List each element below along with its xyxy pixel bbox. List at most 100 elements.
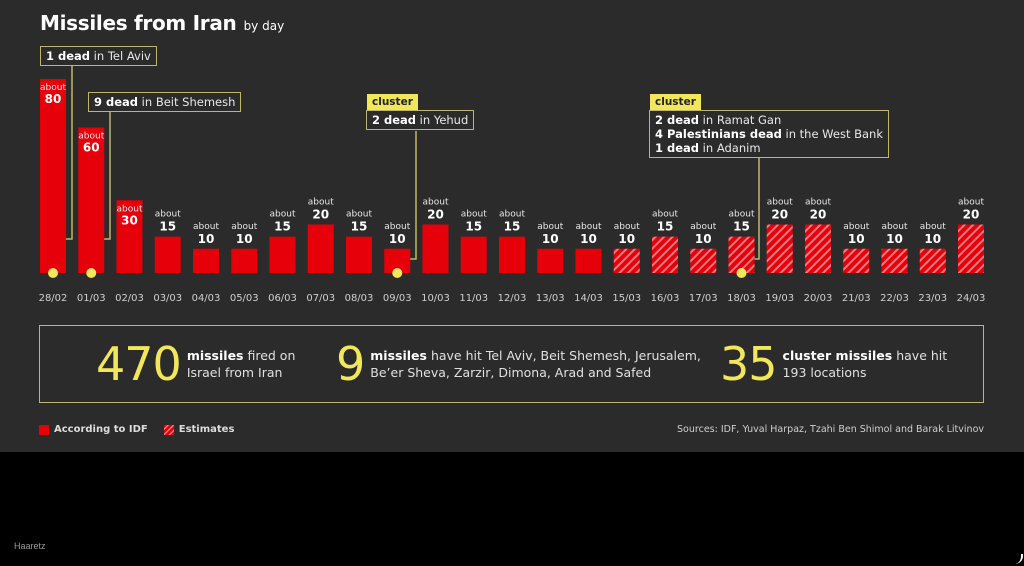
x-tick-label: 22/03	[880, 293, 909, 304]
bar-08-03	[346, 236, 372, 273]
bar-label-about: about	[920, 222, 946, 232]
bar-label-value: 20	[810, 208, 827, 222]
bar-12-03	[499, 236, 525, 273]
bar-24-03	[958, 224, 984, 273]
bar-label-value: 20	[963, 208, 980, 222]
legend-swatch-hatched	[163, 424, 174, 435]
cluster-tag: cluster	[367, 94, 418, 110]
stat-hits: 9 missiles have hit Tel Aviv, Beit Sheme…	[336, 326, 701, 401]
x-tick-label: 10/03	[421, 293, 450, 304]
stat-cluster: 35 cluster missiles have hit 193 location…	[720, 326, 947, 401]
annotation-beit-shemesh: 9 dead in Beit Shemesh	[88, 92, 242, 112]
stats-box: 470 missiles fired on Israel from Iran 9 …	[39, 325, 984, 403]
stat-line1: have hit Tel Aviv, Beit Shemesh, Jerusal…	[426, 347, 701, 363]
legend-label: Estimates	[178, 424, 235, 435]
bar-01-03	[78, 127, 105, 273]
bar-label-about: about	[423, 198, 449, 208]
stat-bold: cluster missiles	[782, 347, 893, 363]
bar-07-03	[307, 224, 334, 273]
bar-label-value: 10	[695, 232, 712, 246]
bar-chart: about8028/02about6001/03about3002/03abou…	[39, 65, 985, 304]
stat-number: 470	[96, 336, 182, 391]
annotation-line: 4 Palestinians dead in the West Bank	[655, 127, 883, 141]
bar-label-about: about	[155, 210, 181, 220]
bar-label-about: about	[690, 222, 716, 232]
x-tick-label: 06/03	[268, 293, 297, 304]
annotation-dot	[392, 268, 403, 278]
x-tick-label: 01/03	[77, 293, 106, 304]
bar-label-value: 15	[351, 220, 368, 234]
chart-title: Missiles from Iran by day	[40, 11, 284, 35]
annotation-dot	[86, 268, 97, 278]
annotation-text: in Ramat Gan	[699, 113, 782, 127]
bar-18-03	[728, 236, 755, 273]
bar-label-value: 15	[733, 220, 750, 234]
x-tick-label: 04/03	[192, 293, 221, 304]
bar-label-about: about	[346, 210, 372, 220]
bar-14-03	[575, 248, 602, 273]
bar-label-about: about	[958, 198, 984, 208]
bar-16-03	[652, 236, 678, 273]
bar-label-about: about	[117, 204, 143, 214]
corner-glyph	[1015, 554, 1023, 564]
bar-label-about: about	[270, 210, 296, 220]
bar-label-about: about	[652, 210, 678, 220]
stat-number: 35	[720, 336, 778, 391]
x-tick-label: 20/03	[804, 293, 833, 304]
bar-label-about: about	[308, 198, 334, 208]
annotation-bold: 1 dead	[46, 49, 91, 63]
annotation-yehud: 2 dead in Yehud	[366, 110, 475, 130]
bar-label-about: about	[805, 198, 831, 208]
annotation-dots	[48, 268, 747, 278]
x-tick-label: 07/03	[306, 293, 335, 304]
bar-label-value: 20	[312, 208, 329, 222]
bar-label-about: about	[384, 222, 410, 232]
bar-label-value: 10	[198, 232, 215, 246]
cluster-tag: cluster	[650, 94, 701, 110]
bar-21-03	[843, 248, 870, 273]
annotation-ramat-gan: 2 dead in Ramat Gan 4 Palestinians dead …	[649, 110, 889, 158]
bar-06-03	[269, 236, 296, 273]
x-tick-label: 08/03	[345, 293, 374, 304]
annotation-bold: 9 dead	[94, 95, 139, 109]
bar-label-value: 10	[618, 232, 635, 246]
bar-11-03	[460, 236, 487, 273]
bar-label-value: 15	[274, 220, 291, 234]
legend-label: According to IDF	[54, 424, 148, 435]
bar-label-about: about	[843, 222, 869, 232]
bar-label-about: about	[231, 222, 257, 232]
bar-label-value: 10	[542, 232, 559, 246]
bar-label-value: 10	[236, 232, 253, 246]
bar-label-value: 60	[83, 141, 100, 155]
annotation-text: in Beit Shemesh	[138, 95, 236, 109]
bar-15-03	[613, 248, 640, 273]
bar-22-03	[881, 248, 908, 273]
bar-label-value: 15	[159, 220, 176, 234]
bar-label-about: about	[729, 210, 755, 220]
x-tick-label: 19/03	[765, 293, 794, 304]
stat-text: cluster missiles have hit 193 locations	[783, 347, 948, 381]
bar-label-value: 80	[45, 92, 62, 106]
bar-label-value: 10	[389, 232, 406, 246]
bar-label-about: about	[614, 222, 640, 232]
bar-03-03	[154, 236, 181, 273]
title-sub: by day	[243, 19, 285, 33]
bar-label-value: 15	[657, 220, 674, 234]
x-tick-label: 09/03	[383, 293, 412, 304]
x-tick-label: 11/03	[459, 293, 488, 304]
bar-23-03	[919, 248, 946, 273]
infographic-panel: Missiles from Iran by day about 80 28/02 ab…	[0, 0, 1024, 452]
stat-text: missiles have hit Tel Aviv, Beit Shemesh…	[370, 347, 701, 381]
stat-line2: 193 locations	[782, 364, 867, 380]
stat-number: 9	[336, 336, 365, 391]
bar-10-03	[422, 224, 449, 273]
bar-label-about: about	[461, 210, 487, 220]
bar-label-value: 20	[427, 208, 444, 222]
x-tick-label: 16/03	[651, 293, 680, 304]
annotation-dot	[736, 268, 747, 278]
x-tick-label: 18/03	[727, 293, 756, 304]
x-tick-label: 05/03	[230, 293, 259, 304]
legend-item-idf: According to IDF	[39, 424, 148, 435]
stat-text: missiles fired on Israel from Iran	[187, 347, 296, 381]
bar-label-about: about	[767, 198, 793, 208]
